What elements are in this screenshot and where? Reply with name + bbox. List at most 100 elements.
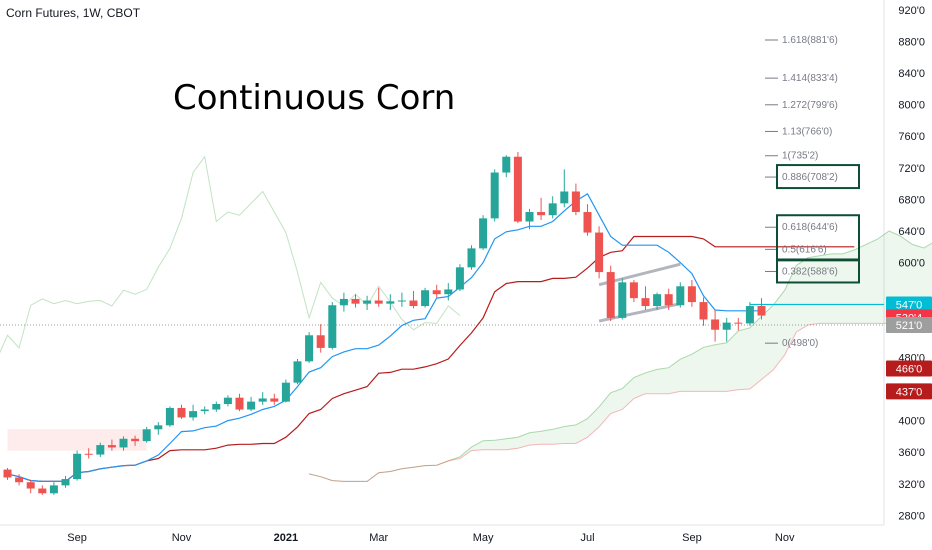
candle	[270, 393, 279, 405]
candle	[84, 448, 93, 459]
cloud-segment	[448, 456, 460, 461]
indicator-lines	[0, 155, 884, 482]
cloud-segment	[494, 438, 507, 450]
price-tick-label: 760'0	[898, 131, 925, 143]
conversion-line	[7, 193, 762, 482]
candle-body	[200, 409, 209, 412]
candle-body	[316, 335, 325, 348]
candle-body	[3, 469, 12, 478]
candle-body	[61, 479, 70, 486]
candle-body	[386, 301, 395, 304]
candle-body	[537, 212, 546, 216]
price-tick-label: 800'0	[898, 100, 925, 112]
candle-body	[223, 397, 232, 404]
candle-body	[664, 294, 673, 306]
lagging-span-line	[0, 155, 461, 354]
fibonacci-levels: 1.618(881'6) 1.414(833'4) 1.272(799'6) 1.13…	[765, 35, 860, 349]
candle-body	[235, 397, 244, 410]
candle-body	[107, 445, 116, 448]
cloud-segment	[807, 255, 820, 325]
candle	[235, 393, 244, 412]
price-tick-label: 400'0	[898, 416, 925, 428]
cloud-segment	[819, 253, 832, 324]
candle	[618, 278, 627, 320]
candle-body	[513, 156, 522, 222]
candle	[653, 292, 662, 310]
cloud-segment	[459, 447, 472, 459]
cloud-segment	[575, 418, 588, 444]
fib-level-label: 1.414(833'4)	[782, 73, 838, 84]
span-b-line	[308, 322, 932, 482]
cloud-segment	[726, 330, 739, 392]
chart-annotation: Continuous Corn	[173, 78, 456, 118]
candle-body	[629, 282, 638, 299]
candle-body	[421, 290, 430, 307]
candle-body	[363, 300, 372, 304]
candle	[38, 485, 47, 495]
candle	[444, 283, 453, 301]
candle-body	[653, 294, 662, 307]
candle	[363, 295, 372, 310]
cloud-segment	[831, 253, 843, 324]
price-badge	[886, 296, 932, 313]
cloud-segment	[610, 388, 623, 414]
candle	[212, 401, 221, 412]
price-tick-label: 600'0	[898, 258, 925, 270]
cloud-segment	[691, 347, 704, 392]
cloud-segment	[633, 372, 646, 399]
candle-body	[734, 322, 743, 324]
cloud-segment	[749, 316, 762, 389]
candle-body	[374, 300, 383, 304]
candle	[455, 264, 464, 292]
candle	[502, 155, 511, 178]
price-badge	[886, 317, 932, 333]
candle	[96, 442, 105, 457]
candle-body	[293, 361, 302, 383]
candle	[711, 309, 720, 342]
cloud-segment	[657, 367, 669, 394]
cloud-segment	[854, 244, 866, 324]
cloud-segment	[506, 437, 518, 450]
candle-body	[722, 322, 731, 330]
fib-level-label: 0.382(588'6)	[782, 266, 838, 277]
candle	[3, 467, 12, 480]
candle-body	[409, 300, 418, 307]
price-tick-label: 360'0	[898, 447, 925, 459]
price-tick-label: 280'0	[898, 510, 925, 522]
candle	[247, 396, 256, 412]
candle-body	[606, 272, 615, 318]
candle	[316, 324, 325, 353]
cloud-segment	[715, 342, 727, 392]
candle	[293, 358, 302, 385]
time-tick-label: Nov	[775, 532, 795, 544]
candle	[26, 479, 35, 494]
candle	[676, 282, 685, 308]
candle	[386, 294, 395, 310]
fib-highlight-box	[776, 164, 860, 190]
candle	[560, 169, 569, 208]
candles	[3, 151, 766, 495]
candle-body	[490, 172, 499, 219]
candle	[119, 436, 128, 451]
time-tick-label: Sep	[67, 532, 87, 544]
candle	[595, 226, 604, 279]
cloud-segment	[564, 424, 576, 444]
candle-body	[119, 438, 128, 448]
candle	[745, 302, 754, 326]
candle	[699, 297, 708, 326]
candle-body	[525, 212, 534, 222]
cloud-segment	[738, 327, 750, 390]
candle	[606, 265, 615, 322]
cloud-segment	[587, 406, 600, 438]
candle	[107, 439, 116, 451]
candle-body	[560, 191, 569, 204]
candle	[281, 379, 290, 403]
fib-level-label: 0.886(708'2)	[782, 172, 838, 183]
candle	[687, 279, 696, 307]
candle-body	[687, 286, 696, 303]
chart-title: Corn Futures, 1W, CBOT	[6, 6, 141, 20]
price-badge-label: 547'0	[896, 299, 923, 311]
candle-body	[699, 302, 708, 320]
time-tick-label: 2021	[274, 532, 298, 544]
candle-body	[281, 382, 290, 402]
